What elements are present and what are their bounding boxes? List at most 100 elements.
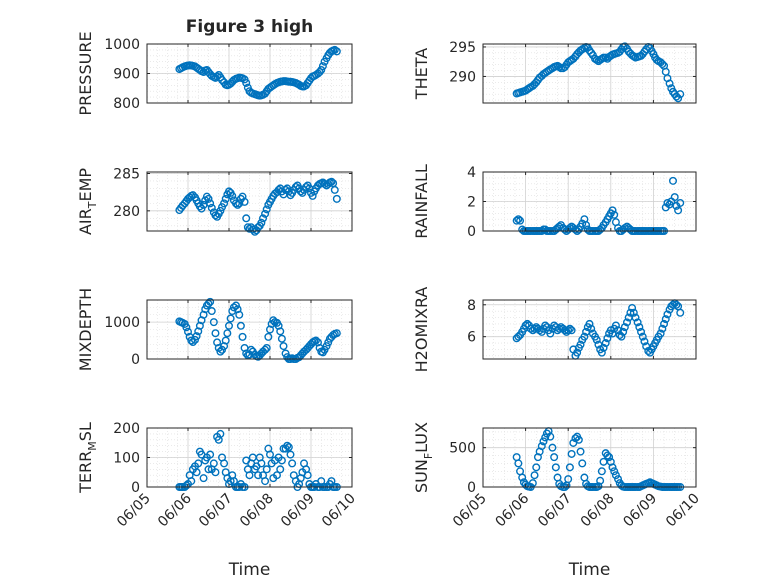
y-axis-label: AIRTEMP <box>76 168 99 235</box>
data-point <box>528 479 537 488</box>
axes-box <box>482 43 697 104</box>
data-point <box>546 432 555 441</box>
data-point <box>276 327 285 336</box>
data-point <box>672 300 681 309</box>
data-point <box>567 326 576 335</box>
data-point <box>231 199 240 208</box>
data-point <box>670 193 679 202</box>
subplot-theta: 290 295 THETA <box>412 40 697 104</box>
data-point <box>330 185 339 194</box>
data-series <box>512 42 685 103</box>
x-tick-label: 06/10 <box>319 491 359 531</box>
data-point <box>221 336 230 345</box>
data-point <box>209 318 218 327</box>
subplot-h2omixra: 6 8 H2OMIXRA <box>412 287 697 372</box>
data-point <box>637 327 646 336</box>
data-point <box>518 473 527 482</box>
data-point <box>322 342 331 351</box>
y-axis-label: TERRMSL <box>76 422 99 494</box>
y-tick-label: 0 <box>467 480 476 496</box>
data-point <box>546 329 555 338</box>
y-tick-label: 8 <box>467 298 476 314</box>
data-point <box>635 323 644 332</box>
data-point <box>318 62 327 71</box>
data-point <box>674 206 683 215</box>
data-point <box>216 347 225 356</box>
y-axis-label: SUNFLUX <box>412 422 435 493</box>
data-point <box>204 194 213 203</box>
data-point <box>257 218 266 227</box>
subplot-terr: 0 100 200 TERRMSL 06/05 06/06 06/07 06/08 06/09 0… <box>76 421 359 580</box>
data-point <box>603 334 612 343</box>
data-point <box>242 78 251 87</box>
data-point <box>576 340 585 349</box>
data-point <box>224 321 233 330</box>
data-series <box>175 177 341 236</box>
data-point <box>188 338 197 347</box>
data-point <box>245 471 254 480</box>
data-point <box>661 315 670 324</box>
axes-box <box>146 299 353 360</box>
data-point <box>220 459 229 468</box>
data-point <box>601 339 610 348</box>
data-point <box>332 194 341 203</box>
y-tick-label: 0 <box>131 480 140 496</box>
data-point <box>596 476 605 485</box>
data-point <box>216 429 225 438</box>
data-point <box>535 326 544 335</box>
data-point <box>303 471 312 480</box>
data-point <box>209 459 218 468</box>
data-point <box>620 323 629 332</box>
x-tick-label: 06/05 <box>450 491 490 531</box>
data-point <box>585 319 594 328</box>
data-point <box>587 324 596 333</box>
data-point <box>236 321 245 330</box>
data-point <box>565 324 574 333</box>
data-point <box>532 463 541 472</box>
data-point <box>190 335 199 344</box>
x-tick-label: 06/07 <box>535 491 575 531</box>
data-point <box>638 332 647 341</box>
data-point <box>317 65 326 74</box>
x-tick-label: 06/07 <box>196 491 236 531</box>
y-tick-label: 4 <box>467 165 476 181</box>
data-point <box>315 68 324 77</box>
data-point <box>629 308 638 317</box>
data-point <box>660 319 669 328</box>
data-point <box>284 443 293 452</box>
data-point <box>516 216 525 225</box>
data-point <box>573 348 582 357</box>
data-point <box>231 301 240 310</box>
data-point <box>580 332 589 341</box>
data-point <box>207 307 216 316</box>
data-point <box>228 191 237 200</box>
data-point <box>238 332 247 341</box>
data-point <box>539 437 548 446</box>
data-point <box>261 209 270 218</box>
data-point <box>669 176 678 185</box>
x-tick-label: 06/06 <box>493 490 533 530</box>
data-point <box>199 474 208 483</box>
data-point <box>550 453 559 462</box>
data-point <box>608 206 617 215</box>
subplot-mixdepth: 0 1000 MIXDEPTH <box>76 288 353 371</box>
y-tick-label: 800 <box>113 96 140 112</box>
data-point <box>233 200 242 209</box>
data-point <box>631 313 640 322</box>
data-point <box>576 447 585 456</box>
y-tick-label: 0 <box>131 352 140 368</box>
data-point <box>603 451 612 460</box>
data-point <box>220 199 229 208</box>
data-point <box>676 90 685 99</box>
data-point <box>235 310 244 319</box>
data-point <box>617 332 626 341</box>
data-point <box>206 450 215 459</box>
data-point <box>514 215 523 224</box>
data-point <box>656 329 665 338</box>
data-point <box>597 467 606 476</box>
data-point <box>211 329 220 338</box>
subplot-pressure: 800 900 1000 PRESSURE Figure 3 high <box>76 17 353 116</box>
data-point <box>261 477 270 486</box>
data-point <box>669 300 678 309</box>
data-point <box>262 343 271 352</box>
